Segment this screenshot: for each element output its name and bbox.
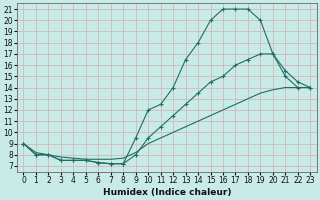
X-axis label: Humidex (Indice chaleur): Humidex (Indice chaleur) (103, 188, 231, 197)
